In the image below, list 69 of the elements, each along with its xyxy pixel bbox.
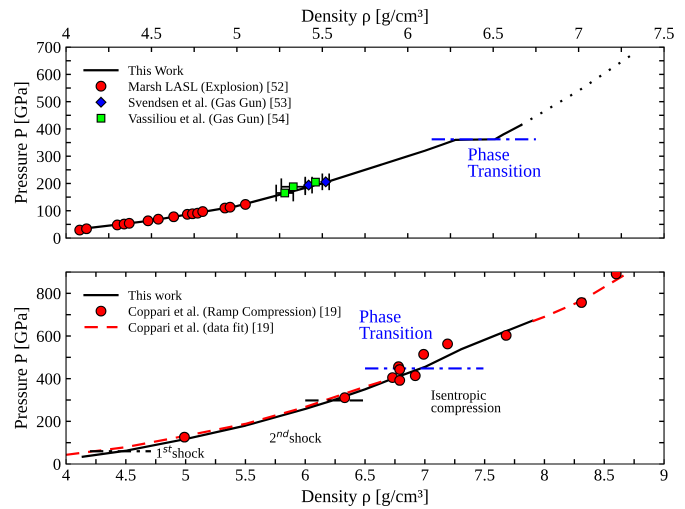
legend-label: Vassiliou et al. (Gas Gun) [54]	[128, 114, 288, 126]
legend-label: Coppari et al. (Ramp Compression) [19]	[128, 306, 340, 319]
legend-label: This Work	[128, 66, 184, 76]
y-tick-label: 100	[38, 205, 61, 217]
x-tick-label: 7.5	[654, 28, 674, 39]
point	[240, 199, 251, 210]
x-tick-label: 5	[234, 28, 240, 39]
x-tick-label: 5.5	[236, 470, 256, 481]
x-axis-title: Density ρ [g/cm³]	[302, 9, 428, 26]
x-axis-title: Density ρ [g/cm³]	[302, 490, 428, 506]
annotation: 2$^{nd}$shock	[270, 430, 322, 443]
point	[142, 215, 154, 226]
point	[311, 178, 320, 186]
y-tick-label: 400	[36, 373, 61, 385]
point	[339, 392, 350, 404]
annotation: Isentropic compression	[431, 390, 501, 416]
x-tick-label: 7	[422, 470, 429, 480]
x-tick-label: 6	[404, 28, 412, 39]
x-tick-label: 7.5	[475, 470, 494, 481]
y-tick-label: 0	[53, 458, 61, 470]
point	[124, 218, 135, 229]
y-tick-label: 300	[36, 150, 61, 162]
point	[500, 330, 512, 341]
legend-label: This work	[128, 290, 182, 300]
x-tick-label: 5.5	[312, 28, 332, 39]
y-tick-label: 800	[36, 288, 61, 300]
x-tick-label: 9	[660, 469, 668, 481]
point	[197, 206, 208, 217]
point	[442, 338, 453, 350]
x-tick-label: 4.5	[116, 469, 136, 481]
y-tick-label: 700	[37, 42, 61, 54]
point	[81, 223, 92, 234]
x-tick-label: 8.5	[594, 469, 614, 481]
y-tick-label: 200	[36, 416, 61, 428]
point	[320, 176, 332, 188]
legend-label: Marsh LASL (Explosion) [52]	[128, 82, 288, 94]
x-tick-label: 4	[62, 469, 70, 480]
point	[410, 370, 421, 382]
x-tick-label: 4	[62, 28, 70, 39]
point	[152, 214, 164, 225]
x-tick-label: 7	[576, 28, 582, 39]
series-label: Phase Transition	[359, 310, 432, 339]
y-tick-label: 400	[36, 124, 61, 135]
y-tick-label: 0	[53, 232, 61, 244]
x-tick-label: 8	[540, 469, 548, 481]
legend-label: Svendsen et al. (Gas Gun) [53]	[128, 98, 290, 110]
y-tick-label: 600	[36, 69, 61, 80]
point	[179, 432, 190, 443]
point	[418, 348, 430, 360]
point	[394, 374, 406, 386]
x-tick-label: 6	[302, 469, 309, 481]
series-label: Phase Transition	[468, 148, 541, 177]
x-tick-label: 5	[182, 470, 190, 481]
point	[288, 182, 298, 192]
x-tick-label: 6.5	[355, 469, 375, 481]
annotation: 1$^{st}$shock	[156, 446, 204, 458]
legend-label: Coppari et al. (data fit) [19]	[128, 322, 273, 335]
x-tick-label: 6.5	[483, 28, 503, 39]
y-tick-label: 600	[36, 330, 61, 342]
y-tick-label: 200	[36, 178, 61, 190]
point	[224, 202, 236, 213]
y-axis-title: Pressure P [GPa]	[14, 82, 30, 204]
x-tick-label: 4.5	[141, 28, 162, 39]
point	[576, 297, 587, 308]
point	[394, 364, 406, 375]
y-axis-title: Pressure P [GPa]	[14, 308, 30, 429]
point	[280, 188, 290, 198]
y-tick-label: 500	[37, 96, 61, 108]
point	[168, 211, 180, 222]
